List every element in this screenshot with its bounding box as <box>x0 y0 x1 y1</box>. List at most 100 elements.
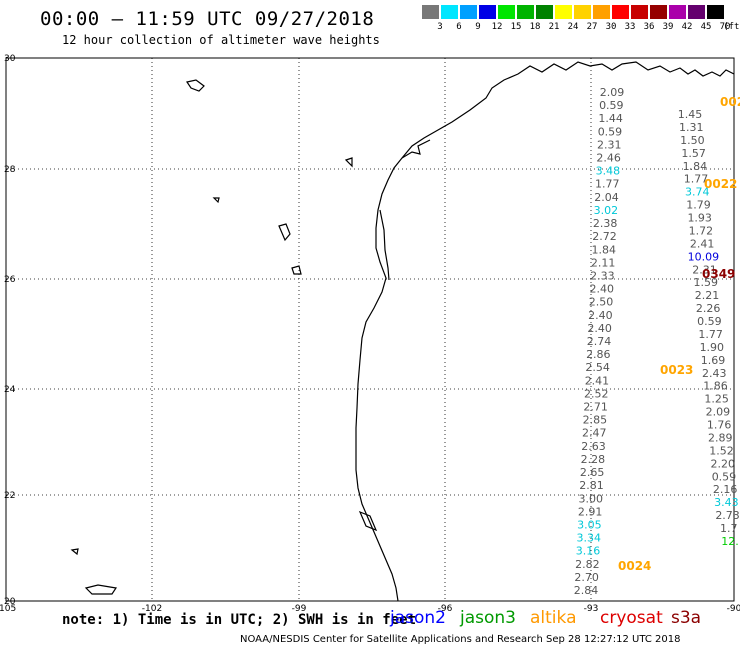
wave-height-value: 1.45 <box>678 108 703 121</box>
wave-height-value: 12. <box>721 535 739 548</box>
wave-height-value: 2.74 <box>587 335 612 348</box>
lat-tick-label: 26 <box>4 275 16 285</box>
legend-swatch <box>422 5 439 19</box>
wave-height-value: 3.00 <box>579 492 604 505</box>
legend-level: 36 <box>643 22 655 32</box>
wave-height-value: 3.02 <box>594 204 619 217</box>
wave-height-value: 2.09 <box>600 86 625 99</box>
legend-level: 39 <box>662 22 674 32</box>
wave-height-value: 3.43 <box>714 496 739 509</box>
legend-level: 42 <box>681 22 693 32</box>
wave-height-value: 3.48 <box>596 165 621 178</box>
legend-level: 6 <box>456 22 462 32</box>
island-1 <box>186 79 205 92</box>
track-pass-002: 002 <box>720 95 740 109</box>
wave-height-value: 2.50 <box>589 296 614 309</box>
lon-tick-label: -105 <box>0 604 16 614</box>
legend-swatch <box>517 5 534 19</box>
legend-swatch <box>631 5 648 19</box>
lat-tick-label: 28 <box>4 165 16 175</box>
lon-tick-label: -90 <box>727 604 740 614</box>
wave-height-value: 2.26 <box>696 302 721 315</box>
wave-height-value: 1.77 <box>698 328 723 341</box>
wave-height-value: 1.50 <box>680 134 705 147</box>
wave-height-value: 1.93 <box>687 212 712 225</box>
pass-number: 0022 <box>704 177 737 191</box>
wave-height-value: 2.33 <box>590 269 615 282</box>
wave-height-value: 1.90 <box>700 341 725 354</box>
wave-height-value: 2.86 <box>586 348 611 361</box>
wave-height-value: 1.77 <box>595 178 620 191</box>
wave-height-value: 1.59 <box>694 276 719 289</box>
wave-height-value: 3.34 <box>576 532 601 545</box>
satellite-jason3: jason3 <box>460 608 516 628</box>
island-8 <box>358 510 378 532</box>
wave-height-value: 3.05 <box>577 518 602 531</box>
wave-height-value: 2.82 <box>575 558 600 571</box>
legend-swatch <box>574 5 591 19</box>
lat-tick-label: 20 <box>4 597 16 607</box>
track-pass-0023: 1.451.311.501.571.841.773.741.791.931.72… <box>660 108 740 548</box>
pass-number: 002 <box>720 95 740 109</box>
wave-height-value: 1.31 <box>679 121 704 134</box>
wave-height-value: 0.59 <box>697 315 722 328</box>
credit-line: NOAA/NESDIS Center for Satellite Applica… <box>240 634 681 645</box>
wave-height-value: 2.84 <box>574 584 599 597</box>
legend-level: 33 <box>624 22 636 32</box>
wave-height-value: 3.74 <box>685 186 710 199</box>
wave-height-value: 2.85 <box>583 414 608 427</box>
lat-tick-label: 22 <box>4 491 15 501</box>
legend-swatch <box>688 5 705 19</box>
wave-height-value: 2.70 <box>574 571 599 584</box>
island-6 <box>212 197 220 204</box>
wave-height-value: 2.54 <box>585 361 610 374</box>
gulf-coastline <box>70 61 735 602</box>
wave-height-value: 1.84 <box>683 160 708 173</box>
wave-height-value: 2.40 <box>588 309 613 322</box>
legend-swatch <box>669 5 686 19</box>
legend-swatch <box>479 5 496 19</box>
legend-level: 3 <box>437 22 443 32</box>
pass-number: 0024 <box>618 559 651 573</box>
legend-level: 27 <box>586 22 598 32</box>
wave-height-value: 10.09 <box>688 250 720 263</box>
wave-height-value: 2.65 <box>580 466 605 479</box>
lat-tick-label: 24 <box>4 385 16 395</box>
wave-height-value: 2.20 <box>710 457 735 470</box>
legend-swatch <box>707 5 724 19</box>
satellite-s3a: s3a <box>671 608 702 628</box>
footnote: note: 1) Time is in UTC; 2) SWH is in fe… <box>62 612 417 628</box>
legend-level: 12 <box>491 22 503 32</box>
wave-height-value: 2.81 <box>579 479 604 492</box>
wave-height-value: 0.59 <box>712 470 737 483</box>
lat-lon-grid <box>6 58 734 601</box>
wave-height-value: 1.77 <box>684 173 709 186</box>
wave-height-value: 2.43 <box>702 367 727 380</box>
satellite-jason2: jason2 <box>390 608 446 628</box>
legend-swatch <box>441 5 458 19</box>
wave-height-value: 2.40 <box>587 322 612 335</box>
satellite-cryosat: cryosat <box>600 608 663 628</box>
legend-swatch <box>536 5 553 19</box>
wave-height-value: 2.47 <box>582 427 607 440</box>
pass-number: 0023 <box>660 363 693 377</box>
wave-height-value: 3.16 <box>576 545 601 558</box>
satellite-altika: altika <box>530 608 577 628</box>
wave-height-value: 1.44 <box>598 112 623 125</box>
wave-height-value: 1.7 <box>720 522 738 535</box>
bay-inlet <box>401 139 431 159</box>
wave-height-value: 2.11 <box>591 256 616 269</box>
barrier-island <box>379 209 390 281</box>
wave-height-value: 2.21 <box>695 289 720 302</box>
legend-level: 70 <box>719 22 731 32</box>
legend-level: 15 <box>510 22 522 32</box>
wave-height-value: 0.59 <box>599 99 624 112</box>
island-5 <box>70 548 79 556</box>
chart-subtitle: 12 hour collection of altimeter wave hei… <box>62 33 380 47</box>
altimeter-tracks: 2.090.591.440.592.312.463.481.772.043.02… <box>574 86 740 597</box>
legend-unit: (ft) <box>723 22 740 32</box>
legend-swatch <box>593 5 610 19</box>
wave-height-value: 2.16 <box>713 483 738 496</box>
map-frame <box>5 57 735 602</box>
